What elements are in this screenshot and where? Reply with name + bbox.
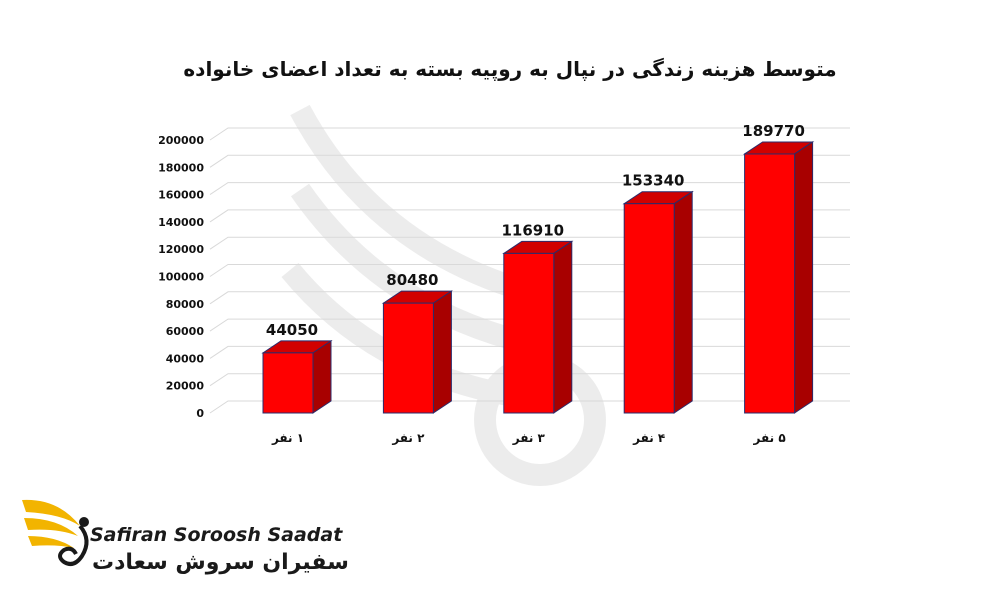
brand-name-en: Safiran Soroosh Saadat — [90, 524, 343, 546]
y-tick-label: 120000 — [158, 243, 204, 256]
brand-name-fa: سفیران سروش سعادت — [92, 550, 349, 575]
bar-front — [623, 203, 675, 414]
wing-logo-icon — [22, 499, 89, 566]
bar-side — [794, 141, 814, 414]
data-labels: 44050 80480 116910 153340 189770 — [266, 122, 805, 339]
y-tick-label: 60000 — [166, 325, 205, 338]
y-tick-label: 20000 — [166, 380, 205, 393]
bar — [742, 141, 815, 414]
x-tick-label: ۴ نفر — [632, 431, 665, 445]
y-tick-label: 100000 — [158, 271, 204, 284]
x-tick-label: ۵ نفر — [753, 431, 786, 445]
chart-title: متوسط هزینه زندگی در نپال به روپیه بسته … — [183, 57, 836, 82]
brand-logo: Safiran Soroosh Saadat سفیران سروش سعادت — [18, 492, 349, 587]
bars — [261, 141, 815, 414]
data-label: 80480 — [386, 271, 438, 289]
data-label: 189770 — [742, 122, 805, 140]
bar — [622, 190, 694, 414]
y-tick-label: 80000 — [166, 298, 205, 311]
y-tick-label: 40000 — [166, 352, 205, 365]
bar-front — [262, 352, 314, 414]
gridline — [209, 182, 850, 196]
y-tick-label: 140000 — [158, 216, 204, 229]
x-tick-label: ۲ نفر — [391, 431, 425, 445]
data-label: 153340 — [622, 172, 685, 190]
x-tick-label: ۱ نفر — [271, 431, 304, 445]
x-tick-label: ۳ نفر — [512, 431, 546, 445]
gridline — [209, 127, 850, 141]
bar — [381, 290, 454, 414]
x-axis-ticks: ۱ نفر ۲ نفر ۳ نفر ۴ نفر ۵ نفر — [271, 431, 786, 445]
bar-side — [553, 240, 573, 414]
bar — [261, 339, 333, 414]
bar-side — [673, 190, 693, 414]
bar — [502, 240, 574, 414]
gridline — [209, 154, 850, 168]
y-tick-label: 160000 — [158, 189, 204, 202]
y-axis-ticks: 0 20000 40000 60000 80000 100000 120000 140000 1… — [158, 134, 204, 420]
y-tick-label: 0 — [196, 407, 204, 420]
bar-front — [382, 302, 434, 414]
bar-front — [744, 153, 796, 414]
y-tick-label: 200000 — [158, 134, 204, 147]
bar-front — [503, 252, 555, 414]
data-label: 116910 — [501, 221, 564, 239]
bar-side — [432, 290, 452, 414]
bar-side — [312, 339, 332, 414]
y-tick-label: 180000 — [158, 161, 204, 174]
data-label: 44050 — [266, 321, 318, 339]
